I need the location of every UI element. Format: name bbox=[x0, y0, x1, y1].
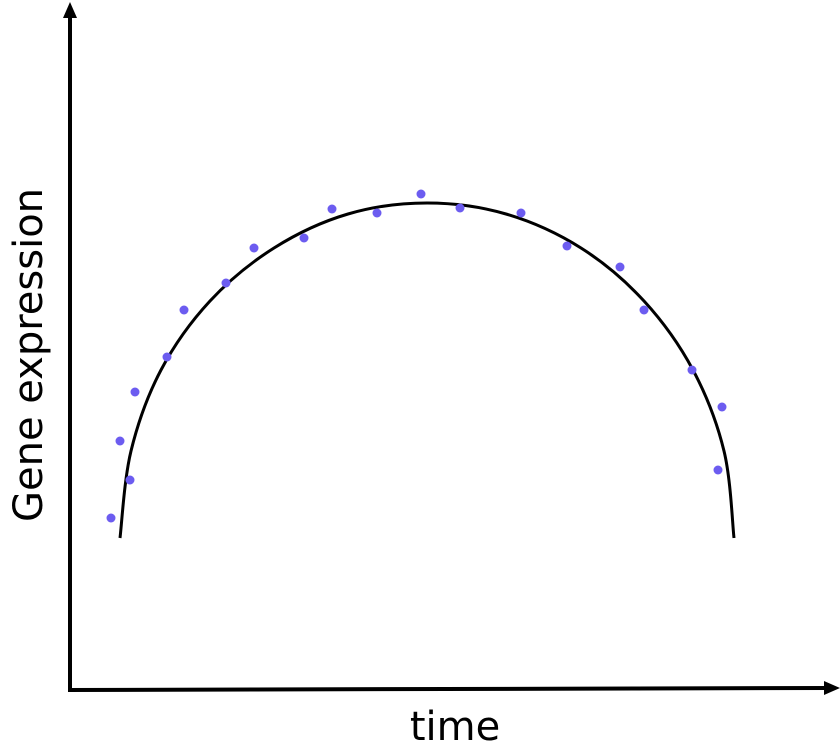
data-point bbox=[327, 204, 337, 214]
data-point bbox=[299, 233, 309, 243]
data-point bbox=[221, 278, 231, 288]
data-point bbox=[416, 189, 426, 199]
data-point bbox=[455, 203, 465, 213]
data-point bbox=[687, 365, 697, 375]
x-axis-arrow bbox=[824, 681, 840, 695]
data-point bbox=[713, 465, 723, 475]
x-axis-label: time bbox=[410, 704, 500, 744]
data-point bbox=[162, 352, 172, 362]
axes bbox=[67, 12, 831, 692]
data-point bbox=[125, 475, 135, 485]
x-axis bbox=[67, 686, 831, 692]
data-point bbox=[372, 208, 382, 218]
data-point bbox=[249, 243, 259, 253]
y-axis-label: Gene expression bbox=[6, 188, 52, 522]
data-point bbox=[562, 241, 572, 251]
fit-curve bbox=[118, 201, 736, 539]
data-point bbox=[717, 402, 727, 412]
data-point bbox=[179, 305, 189, 315]
data-point bbox=[615, 262, 625, 272]
data-point bbox=[106, 513, 116, 523]
data-point bbox=[115, 436, 125, 446]
y-axis-arrow bbox=[63, 2, 77, 18]
data-point bbox=[130, 387, 140, 397]
data-point bbox=[639, 305, 649, 315]
data-point bbox=[516, 208, 526, 218]
